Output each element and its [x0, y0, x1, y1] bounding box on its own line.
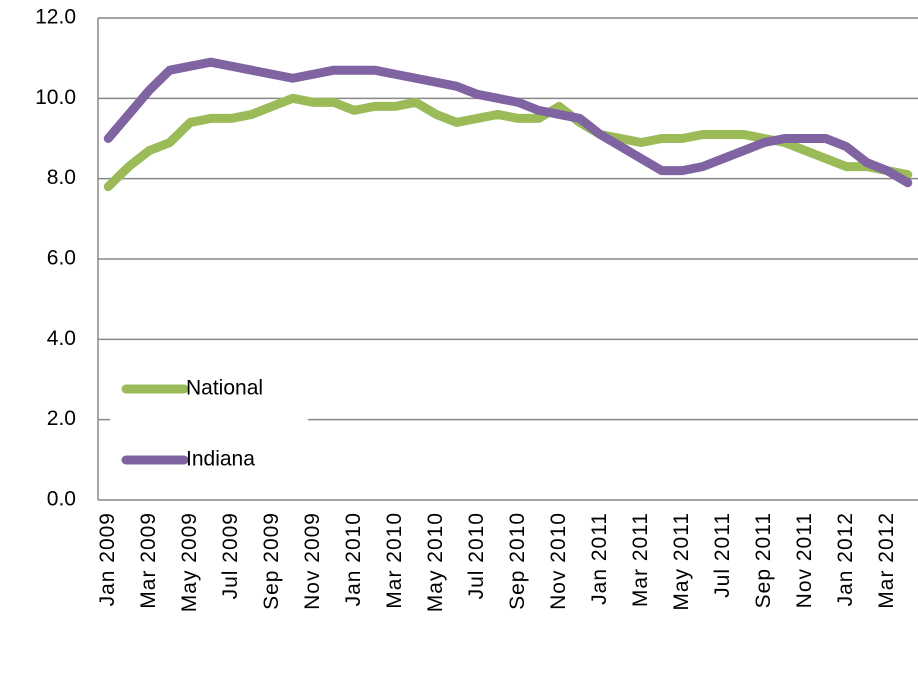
x-tick-label: May 2011 [670, 512, 693, 611]
y-tick-label: 8.0 [47, 166, 76, 189]
x-tick-label: Mar 2009 [137, 512, 160, 609]
x-tick-label: Mar 2011 [629, 512, 652, 607]
y-tick-label: 4.0 [47, 327, 76, 350]
x-tick-label: Jan 2011 [588, 512, 611, 605]
legend: National Indiana [110, 365, 308, 487]
x-tick-label: Jul 2009 [219, 512, 242, 599]
x-tick-label: Jul 2011 [711, 512, 734, 598]
x-tick-label: Jan 2009 [96, 512, 119, 606]
line-series [103, 57, 913, 188]
y-tick-label: 10.0 [35, 86, 76, 109]
x-tick-label: May 2010 [424, 512, 447, 612]
x-tick-label: May 2009 [178, 512, 201, 612]
x-tick-label: Jan 2012 [834, 512, 857, 606]
x-tick-label: Nov 2011 [793, 512, 816, 608]
x-tick-label: Jul 2010 [465, 512, 488, 599]
y-tick-label: 0.0 [47, 488, 76, 511]
x-tick-label: Sep 2011 [752, 512, 775, 608]
y-tick-label: 2.0 [47, 407, 76, 430]
legend-label: Indiana [186, 448, 255, 471]
x-tick-label: Sep 2009 [260, 512, 283, 610]
x-tick-label: Nov 2009 [301, 512, 324, 610]
y-tick-label: 12.0 [35, 6, 76, 29]
x-tick-label: Sep 2010 [506, 512, 529, 610]
x-tick-label: Nov 2010 [547, 512, 570, 610]
x-tick-label: Mar 2012 [875, 512, 898, 609]
y-tick-label: 6.0 [47, 247, 76, 270]
legend-label: National [186, 377, 263, 400]
x-tick-label: Jan 2010 [342, 512, 365, 606]
x-tick-label: Mar 2010 [383, 512, 406, 609]
